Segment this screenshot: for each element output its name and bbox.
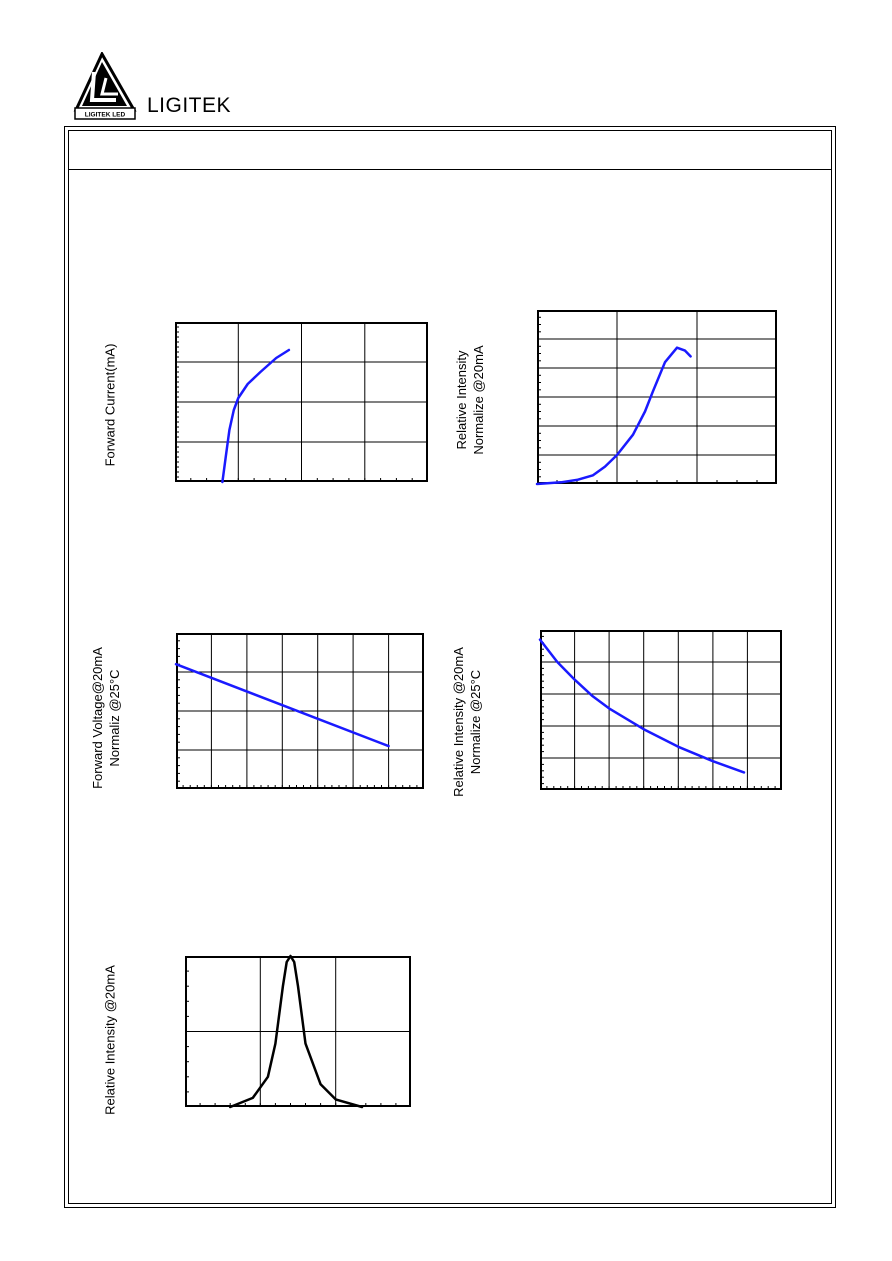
ylabel-line: Normalize @20mA <box>471 345 486 455</box>
chart-5-spectral-distribution <box>185 954 411 1109</box>
header-divider <box>68 169 832 170</box>
chart-4-relative-intensity-temp <box>538 630 782 790</box>
series-line-1 <box>228 954 364 1109</box>
ylabel-line: Forward Current(mA) <box>102 343 118 467</box>
ligitek-logo-icon: LIGITEK LED <box>73 52 137 120</box>
series-line-1 <box>174 662 390 748</box>
chart-1-forward-current <box>175 322 428 484</box>
brand-name: LIGITEK <box>147 94 232 117</box>
plot-frame <box>540 630 782 790</box>
chart-4-ylabel: Relative Intensity @20mA Normalize @25°C <box>450 647 484 797</box>
ylabel-line: Relative Intensity @20mA <box>451 647 466 797</box>
chart-2-relative-intensity <box>535 310 777 486</box>
ylabel-line: Normaliz @25°C <box>107 669 122 767</box>
series-line-1 <box>538 638 746 774</box>
page-frame-inner <box>68 130 832 1204</box>
ylabel-line: Forward Voltage@20mA <box>90 647 105 789</box>
ylabel-line: Normalize @25°C <box>468 669 483 775</box>
chart-2-ylabel: Relative Intensity Normalize @20mA <box>453 345 487 454</box>
page-frame-outer <box>64 126 836 1208</box>
ylabel-line: Relative Intensity <box>454 350 469 450</box>
chart-3-forward-voltage <box>174 633 424 789</box>
chart-3-ylabel: Forward Voltage@20mA Normaliz @25°C <box>89 647 123 789</box>
logo-text: LIGITEK LED <box>85 112 126 119</box>
chart-1-ylabel: Forward Current(mA) <box>102 344 119 467</box>
series-line-1 <box>535 346 692 486</box>
series-line-1 <box>221 348 291 484</box>
chart-5-ylabel: Relative Intensity @20mA <box>102 965 119 1115</box>
ylabel-line: Relative Intensity @20mA <box>102 965 118 1115</box>
